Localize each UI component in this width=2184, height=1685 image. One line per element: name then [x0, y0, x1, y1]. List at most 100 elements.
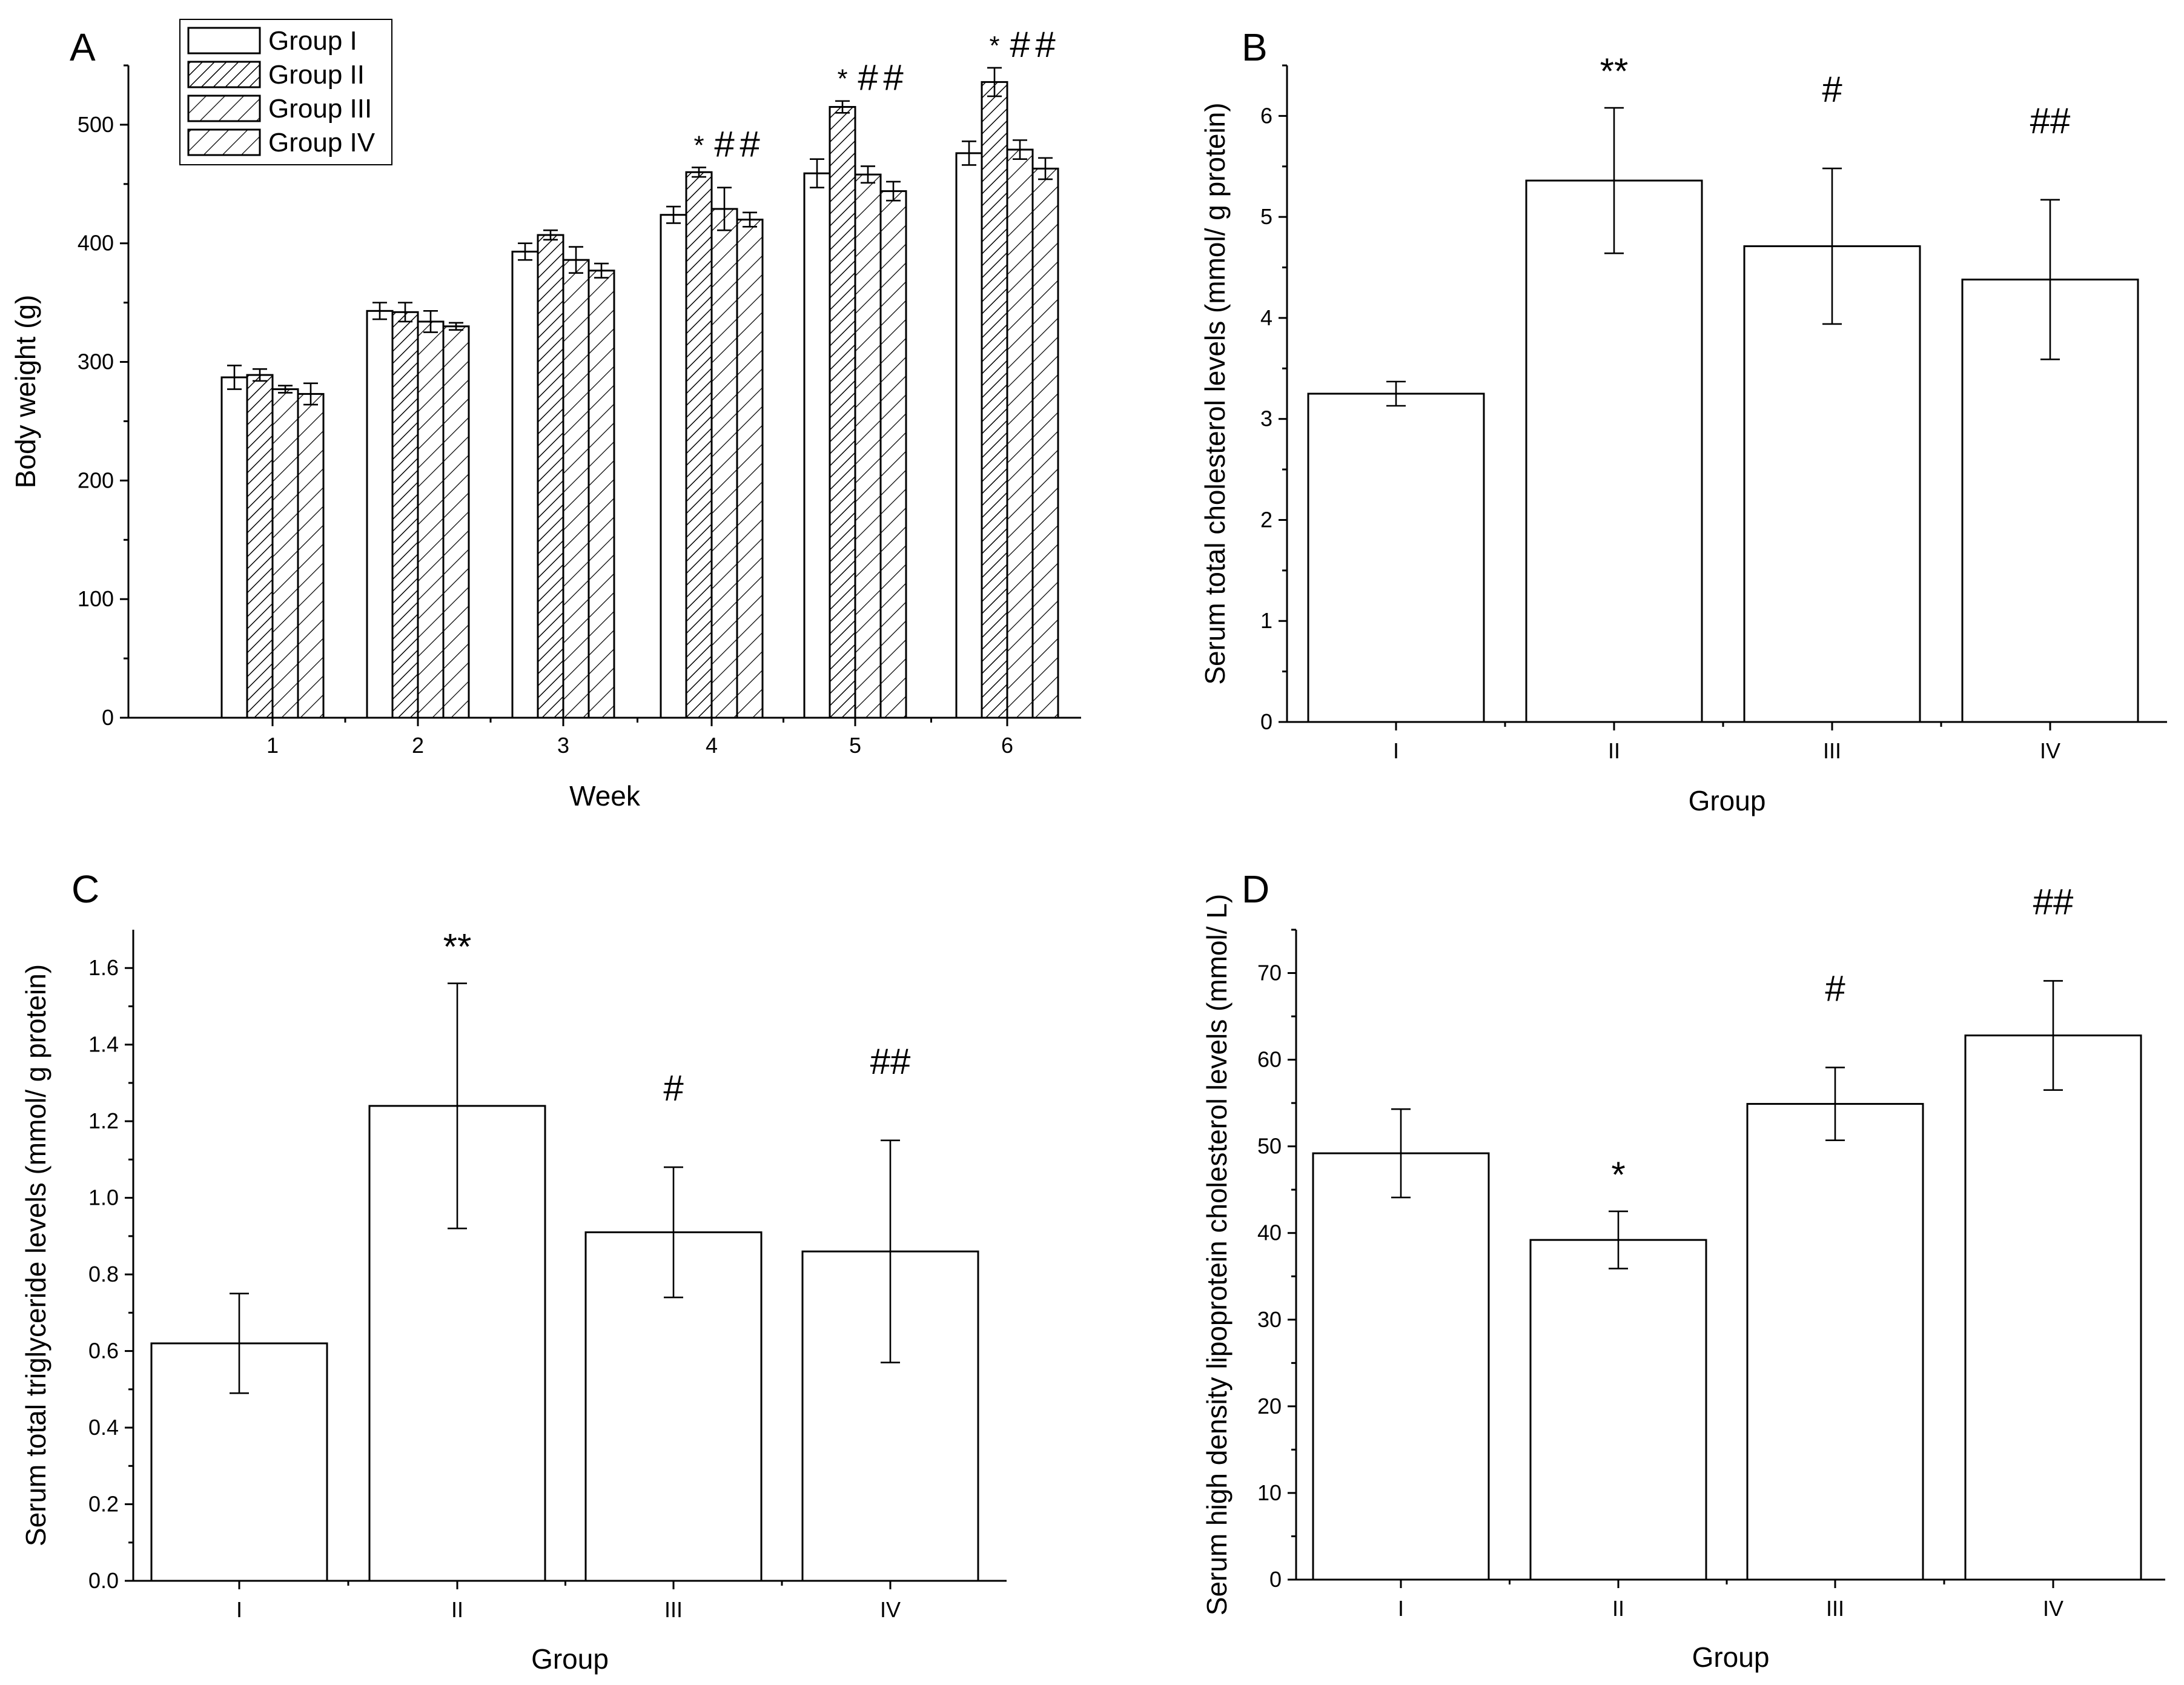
- significance-mark: **: [1600, 51, 1629, 91]
- legend-swatch: [187, 94, 261, 122]
- y-tick-label: 0.0: [88, 1568, 119, 1593]
- x-tick-label: IV: [880, 1597, 901, 1622]
- bar: [660, 214, 687, 719]
- bar: [511, 250, 539, 719]
- panel-letter: B: [1242, 25, 1268, 69]
- legend: Group I Group II Group III Group IV: [179, 19, 392, 165]
- significance-mark: *: [693, 130, 704, 160]
- legend-label: Group II: [268, 60, 365, 90]
- bar: [710, 208, 738, 719]
- bar: [1031, 167, 1059, 719]
- y-tick-label: 0.4: [88, 1415, 119, 1440]
- bar: [854, 173, 882, 719]
- y-tick-label: 50: [1257, 1134, 1282, 1159]
- significance-mark: #: [1035, 24, 1056, 65]
- significance-mark: #: [1822, 69, 1842, 110]
- y-tick-label: 1: [1260, 608, 1272, 633]
- bar: [955, 152, 983, 719]
- x-tick-label: 4: [706, 733, 718, 758]
- x-tick-label: 3: [557, 733, 569, 758]
- y-axis-title: Body weight (g): [10, 295, 41, 489]
- bar: [246, 374, 274, 719]
- bar: [981, 81, 1008, 719]
- bar: [1746, 1103, 1924, 1581]
- y-tick-label: 1.4: [88, 1032, 119, 1057]
- legend-label: Group I: [268, 26, 357, 56]
- bar: [417, 320, 445, 719]
- bar: [1743, 245, 1921, 723]
- x-tick-label: I: [236, 1597, 242, 1622]
- significance-mark: *: [989, 31, 999, 61]
- y-tick-label: 100: [78, 586, 114, 611]
- x-axis-title: Week: [569, 780, 641, 812]
- x-tick-label: III: [1823, 738, 1841, 763]
- legend-label: Group III: [268, 94, 372, 124]
- x-tick-label: II: [451, 1597, 463, 1622]
- legend-swatch: [187, 128, 261, 156]
- bar: [220, 376, 248, 719]
- panel-c: 0.0 0.2 0.4 0.6 0.8 1.0 1.2 1.4 1.6 Serum total t…: [20, 867, 1007, 1675]
- panel-letter: A: [70, 25, 96, 69]
- bar: [1312, 1152, 1490, 1581]
- y-tick-label: 3: [1260, 406, 1272, 431]
- significance-mark: *: [837, 64, 847, 94]
- y-tick-label: 10: [1257, 1480, 1282, 1505]
- significance-mark: **: [443, 927, 472, 967]
- legend-swatch: [187, 27, 261, 55]
- significance-mark: #: [1010, 24, 1030, 65]
- significance-mark: #: [740, 124, 760, 164]
- x-tick-label: 6: [1001, 733, 1013, 758]
- y-tick-label: 1.0: [88, 1185, 119, 1210]
- x-tick-label: 2: [412, 733, 424, 758]
- significance-mark: #: [663, 1068, 684, 1108]
- y-tick-label: 0.6: [88, 1339, 119, 1363]
- y-tick-label: 500: [78, 112, 114, 137]
- bar: [803, 172, 831, 719]
- bar: [1307, 392, 1485, 723]
- y-tick-label: 0.2: [88, 1492, 119, 1517]
- significance-mark: #: [858, 58, 878, 98]
- bar: [537, 234, 564, 719]
- y-tick-label: 400: [78, 231, 114, 256]
- bar: [297, 392, 325, 719]
- y-tick-label: 6: [1260, 103, 1272, 128]
- bar: [271, 388, 299, 719]
- bar: [829, 106, 856, 719]
- y-tick-label: 0: [1260, 709, 1272, 734]
- y-tick-label: 70: [1257, 961, 1282, 985]
- x-tick-label: II: [1608, 738, 1620, 763]
- x-tick-label: III: [664, 1597, 683, 1622]
- significance-mark: #: [714, 124, 735, 164]
- significance-mark: #: [883, 58, 904, 98]
- x-axis-title: Group: [531, 1643, 609, 1675]
- legend-swatch: [187, 61, 261, 88]
- x-tick-label: I: [1393, 738, 1399, 763]
- panel-letter: C: [71, 867, 99, 911]
- bar: [562, 259, 590, 719]
- x-tick-label: 5: [849, 733, 861, 758]
- y-tick-label: 300: [78, 349, 114, 374]
- x-axis-title: Group: [1692, 1641, 1770, 1673]
- y-tick-label: 1.2: [88, 1108, 119, 1133]
- x-tick-label: 1: [266, 733, 279, 758]
- bar: [1529, 1239, 1707, 1581]
- x-tick-label: IV: [2040, 738, 2060, 763]
- bar: [442, 325, 470, 719]
- bar: [1964, 1035, 2142, 1581]
- x-axis-title: Group: [1689, 785, 1766, 816]
- bar: [587, 270, 615, 719]
- bar: [736, 219, 764, 719]
- y-tick-label: 0.8: [88, 1262, 119, 1286]
- bar: [1006, 148, 1034, 719]
- y-tick-label: 200: [78, 468, 114, 492]
- x-tick-label: I: [1398, 1596, 1404, 1621]
- significance-mark: *: [1611, 1154, 1625, 1195]
- panel-b: 0 1 2 3 4 5 6 Serum total cholesterol levels (m…: [1199, 25, 2167, 816]
- legend-label: Group IV: [268, 128, 376, 157]
- panel-d: 0 10 20 30 40 50 60 70 Serum high density lipopr…: [1201, 867, 2165, 1673]
- y-tick-label: 2: [1260, 507, 1272, 532]
- bar: [391, 311, 419, 719]
- significance-mark: ##: [2030, 101, 2071, 141]
- x-tick-label: III: [1826, 1596, 1844, 1621]
